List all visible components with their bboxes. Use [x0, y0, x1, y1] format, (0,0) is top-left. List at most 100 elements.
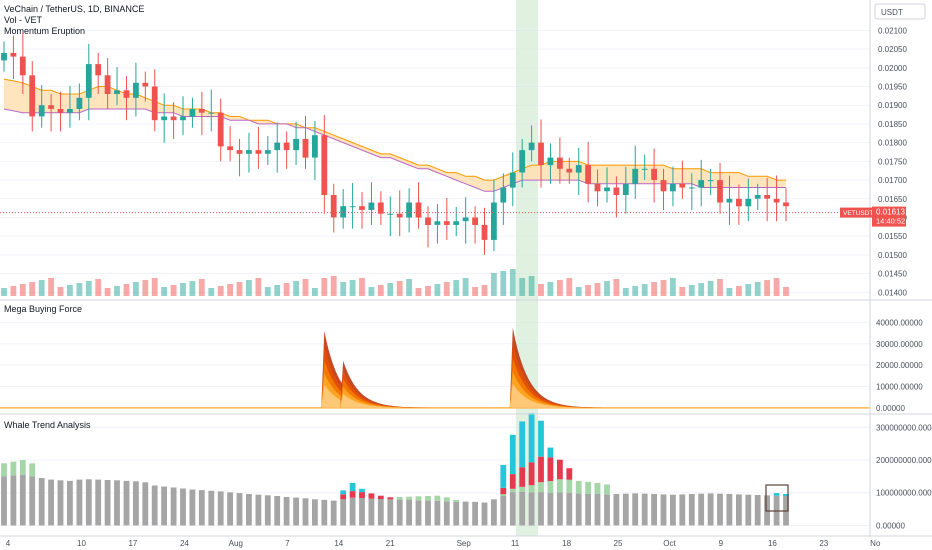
- candle-body[interactable]: [670, 183, 676, 192]
- candle-body[interactable]: [283, 142, 290, 151]
- force-axis[interactable]: 40000.00000 30000.00000 20000.00000 10000.0…: [876, 318, 923, 412]
- candle-body[interactable]: [368, 202, 375, 211]
- candle-body[interactable]: [38, 105, 45, 117]
- candle-body[interactable]: [528, 142, 535, 151]
- candle-body[interactable]: [377, 202, 384, 214]
- candle-body[interactable]: [293, 138, 299, 151]
- candle-body[interactable]: [274, 142, 281, 151]
- candle-body[interactable]: [462, 217, 469, 222]
- candle-body[interactable]: [340, 206, 347, 218]
- candle-body[interactable]: [95, 64, 102, 76]
- candle-body[interactable]: [208, 112, 215, 114]
- candle-body[interactable]: [500, 187, 507, 203]
- candle-body[interactable]: [660, 180, 667, 192]
- candle-body[interactable]: [114, 90, 120, 94]
- candle-body[interactable]: [736, 198, 742, 207]
- candle-body[interactable]: [585, 165, 591, 184]
- candle-body[interactable]: [57, 109, 64, 113]
- candle-body[interactable]: [688, 187, 695, 189]
- candle-body[interactable]: [453, 221, 460, 225]
- candle-body[interactable]: [425, 217, 431, 226]
- candle-body[interactable]: [509, 172, 516, 188]
- candle-body[interactable]: [246, 150, 252, 154]
- candle-body[interactable]: [302, 138, 309, 158]
- candle-body[interactable]: [698, 180, 705, 188]
- whale-bar-gray: [509, 492, 516, 526]
- candle-body[interactable]: [123, 90, 130, 98]
- candle-body[interactable]: [707, 180, 714, 182]
- candle-body[interactable]: [773, 198, 780, 203]
- candle-body[interactable]: [236, 150, 243, 154]
- whale-bar-gray: [688, 494, 695, 526]
- whale-axis[interactable]: 300000000.00000 200000000.00000 100000000.…: [876, 423, 932, 530]
- candle-body[interactable]: [189, 109, 196, 117]
- volume-bar: [95, 279, 102, 296]
- candle-body[interactable]: [330, 195, 337, 218]
- candle-body[interactable]: [349, 206, 356, 208]
- candle-body[interactable]: [133, 82, 139, 98]
- candle-body[interactable]: [29, 75, 36, 117]
- time-axis[interactable]: 4 10 17 24 Aug 7 14 21 Sep 11 18 25 Oct 9 16 23 No: [6, 539, 881, 548]
- price-axis[interactable]: 0.02100 0.02050 0.02000 0.01950 0.01900 0.018…: [878, 26, 907, 297]
- candle-body[interactable]: [443, 221, 450, 225]
- whale-bar-red: [566, 468, 573, 480]
- candle-body[interactable]: [76, 97, 83, 109]
- candle-body[interactable]: [557, 157, 563, 169]
- price-pane[interactable]: [1, 33, 789, 255]
- candle-body[interactable]: [227, 146, 233, 151]
- candle-body[interactable]: [387, 213, 394, 215]
- candle-body[interactable]: [651, 168, 657, 180]
- candle-body[interactable]: [726, 198, 733, 203]
- candle-body[interactable]: [180, 116, 186, 121]
- time-tick-label: 7: [285, 539, 290, 548]
- candle-body[interactable]: [85, 64, 92, 98]
- candle-body[interactable]: [481, 224, 488, 240]
- candle-body[interactable]: [104, 75, 111, 94]
- candle-body[interactable]: [566, 168, 573, 173]
- candle-body[interactable]: [632, 168, 639, 184]
- candle-body[interactable]: [764, 195, 770, 199]
- candle-body[interactable]: [151, 86, 158, 121]
- currency-button[interactable]: USDT: [874, 3, 926, 20]
- candle-body[interactable]: [547, 157, 554, 166]
- mega-buying-force-pane[interactable]: [0, 327, 870, 409]
- candle-body[interactable]: [754, 195, 761, 199]
- candle-body[interactable]: [472, 217, 478, 226]
- candle-body[interactable]: [594, 183, 601, 192]
- candle-body[interactable]: [679, 183, 686, 188]
- candle-body[interactable]: [264, 150, 271, 154]
- candle-body[interactable]: [538, 142, 544, 165]
- candle-body[interactable]: [745, 198, 752, 207]
- candle-body[interactable]: [415, 202, 422, 218]
- candle-body[interactable]: [396, 213, 403, 218]
- whale-bar-green: [538, 482, 544, 493]
- candle-body[interactable]: [491, 202, 497, 240]
- volume-bar: [736, 286, 742, 296]
- candle-body[interactable]: [10, 52, 17, 57]
- candle-body[interactable]: [783, 202, 789, 207]
- candle-body[interactable]: [48, 105, 54, 109]
- candle-body[interactable]: [217, 112, 224, 147]
- candle-body[interactable]: [717, 180, 723, 203]
- candle-body[interactable]: [312, 135, 318, 158]
- candle-body[interactable]: [161, 116, 167, 121]
- candle-body[interactable]: [641, 168, 648, 170]
- candle-body[interactable]: [1, 52, 7, 61]
- whale-trend-pane[interactable]: [1, 413, 789, 526]
- candle-body[interactable]: [170, 116, 177, 121]
- candle-body[interactable]: [519, 150, 526, 173]
- candle-body[interactable]: [613, 187, 620, 196]
- candle-body[interactable]: [255, 150, 262, 154]
- candle-body[interactable]: [198, 109, 205, 113]
- candle-body[interactable]: [604, 187, 610, 192]
- candle-body[interactable]: [622, 183, 629, 195]
- candle-body[interactable]: [575, 165, 582, 173]
- candle-body[interactable]: [434, 221, 441, 225]
- candle-body[interactable]: [142, 82, 149, 87]
- candle-body[interactable]: [406, 202, 412, 218]
- candle-body[interactable]: [321, 135, 328, 195]
- candle-body[interactable]: [359, 206, 365, 210]
- candle-body[interactable]: [19, 56, 26, 76]
- candle-body[interactable]: [67, 109, 73, 113]
